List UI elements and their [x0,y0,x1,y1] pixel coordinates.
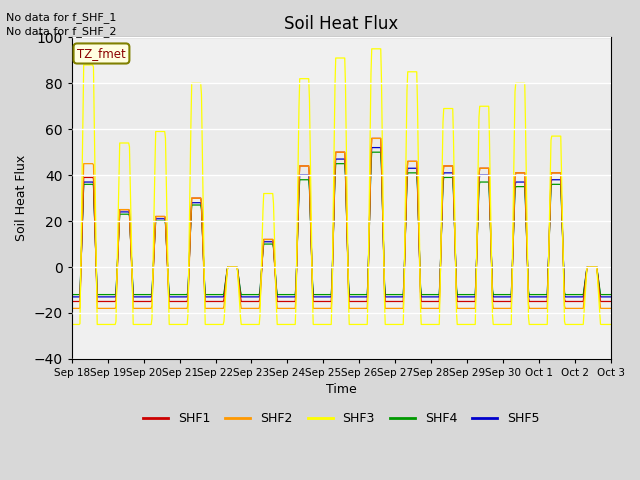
SHF2 [133,305,141,311]
Text: TZ_fmet: TZ_fmet [77,47,126,60]
SHF5 [68,294,76,300]
Legend: SHF1, SHF2, SHF3, SHF4, SHF5: SHF1, SHF2, SHF3, SHF4, SHF5 [138,407,545,430]
SHF3 [188,80,196,86]
Text: No data for f_SHF_1: No data for f_SHF_1 [6,12,116,23]
SHF1 [424,299,431,304]
SHF1 [188,195,196,201]
SHF3 [368,46,376,52]
SHF4 [216,292,224,298]
SHF4 [68,292,76,298]
SHF2 [408,158,415,164]
SHF1 [216,299,224,304]
SHF4 [188,202,196,208]
SHF3 [133,322,141,327]
SHF1 [368,135,376,141]
SHF5 [188,200,196,205]
SHF2 [216,305,224,311]
Line: SHF1: SHF1 [72,138,611,301]
SHF4 [77,247,85,253]
SHF3 [408,69,415,75]
SHF3 [424,322,431,327]
SHF5 [408,166,415,171]
SHF1 [77,249,85,254]
SHF4 [408,170,415,176]
SHF1 [408,158,415,164]
Y-axis label: Soil Heat Flux: Soil Heat Flux [15,155,28,241]
SHF5 [607,294,615,300]
SHF4 [133,292,141,298]
Line: SHF3: SHF3 [72,49,611,324]
SHF2 [424,305,431,311]
SHF5 [216,294,224,300]
Title: Soil Heat Flux: Soil Heat Flux [284,15,399,33]
SHF4 [368,149,376,155]
SHF1 [68,299,76,304]
Line: SHF2: SHF2 [72,138,611,308]
SHF5 [77,248,85,253]
SHF2 [188,195,196,201]
SHF5 [368,144,376,150]
Line: SHF4: SHF4 [72,152,611,295]
SHF5 [133,294,141,300]
SHF3 [77,217,85,223]
SHF3 [216,322,224,327]
SHF2 [607,305,615,311]
SHF4 [424,292,431,298]
SHF3 [68,322,76,327]
SHF2 [368,135,376,141]
Text: No data for f_SHF_2: No data for f_SHF_2 [6,26,117,37]
SHF3 [607,322,615,327]
SHF4 [607,292,615,298]
SHF5 [424,294,431,300]
SHF1 [607,299,615,304]
SHF1 [133,299,141,304]
Line: SHF5: SHF5 [72,147,611,297]
X-axis label: Time: Time [326,384,356,396]
Bar [72,83,611,175]
SHF2 [68,305,76,311]
SHF2 [77,247,85,253]
